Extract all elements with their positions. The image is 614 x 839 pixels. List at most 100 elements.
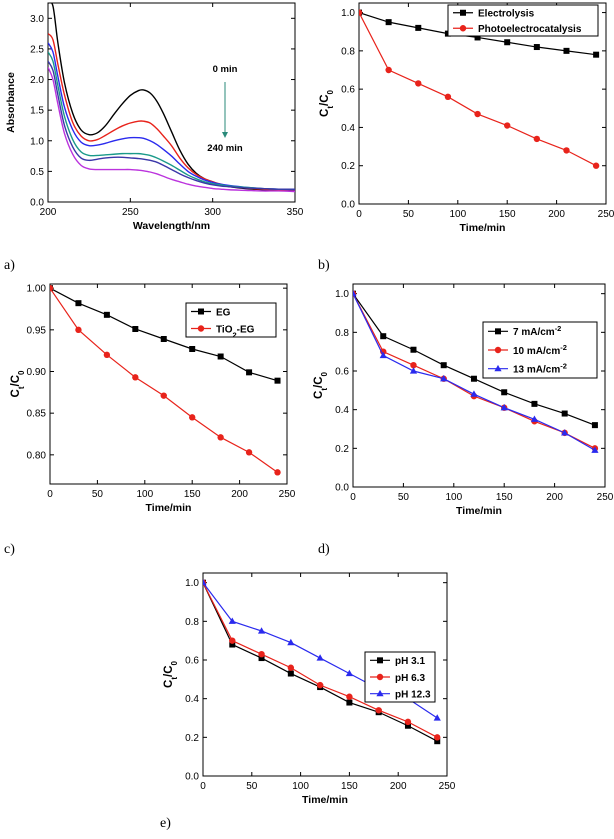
chart-panel-d: 0 50 100 150 200 250 0.0 0.2 0.4 0.6 0.8 1.0 Time/mi…	[313, 283, 614, 517]
y-tick-label: 0.0	[30, 198, 44, 209]
y-tick-label: 0.4	[335, 405, 349, 416]
legend-box	[447, 4, 599, 37]
x-tick-label: 250	[122, 207, 139, 218]
y-tick-label: 0.8	[341, 46, 355, 57]
series-line-1	[48, 3, 295, 192]
chart-panel-a: 200 250 300 350 0.0 0.5 1.0 1.5 2.0 2.5 3.0 Wavelen…	[5, 2, 304, 232]
y-tick-label: 0.90	[27, 367, 47, 378]
data-point	[189, 346, 196, 352]
legend-swatch-marker	[460, 9, 466, 16]
plot-frame	[47, 2, 296, 203]
x-tick-label: 250	[597, 492, 614, 503]
y-axis-label: Absorbance	[5, 72, 17, 133]
x-tick-label: 0	[47, 489, 53, 500]
x-tick-label: 200	[546, 492, 563, 503]
data-point	[380, 333, 387, 340]
data-point	[415, 80, 422, 87]
data-point	[474, 110, 481, 118]
data-point	[404, 722, 411, 729]
data-point	[434, 734, 441, 741]
data-point	[217, 353, 224, 360]
y-axis-label: Ct/C0	[319, 89, 335, 116]
legend-swatch-marker	[494, 364, 502, 372]
data-point	[316, 681, 324, 689]
chart-panel-b: 0 50 100 150 200 250 0.0 0.2 0.4 0.6 0.8 1.0 Time/mi…	[319, 2, 614, 234]
y-axis-label: Ct/C0	[313, 371, 329, 398]
annotation-top: 0 min	[213, 64, 238, 75]
plot-frame	[202, 572, 448, 777]
data-point	[103, 351, 111, 359]
y-tick-label: 0.2	[335, 444, 349, 455]
y-tick-label: 0.8	[185, 617, 199, 628]
legend-swatch-marker	[494, 346, 502, 354]
panel-label-b: b)	[318, 258, 330, 273]
data-point	[257, 627, 266, 634]
data-point	[434, 738, 441, 745]
series-group	[359, 9, 600, 169]
data-point	[474, 34, 481, 41]
x-axis-label: Time/min	[460, 222, 506, 234]
y-tick-label: 2.0	[30, 75, 44, 86]
x-tick-label: 50	[246, 781, 258, 792]
legend-label: pH 6.3	[395, 673, 425, 684]
legend-label: 7 mA/cm-2	[513, 324, 561, 339]
data-point	[287, 638, 295, 646]
annotation-arrowhead	[222, 132, 228, 138]
y-tick-label: 0.6	[185, 656, 199, 667]
y-tick-label: 0.4	[341, 123, 355, 134]
legend-label: TiO2-EG	[216, 324, 255, 339]
data-point	[530, 415, 539, 422]
data-point	[359, 9, 363, 16]
x-tick-label: 200	[548, 209, 565, 220]
legend-swatch-marker	[377, 657, 383, 664]
panel-label-c: c)	[4, 542, 15, 557]
panel-label-d: d)	[318, 542, 330, 557]
data-point	[533, 135, 541, 143]
data-point	[217, 434, 224, 441]
data-point	[501, 389, 508, 396]
y-tick-label: 0.2	[185, 733, 199, 744]
data-point	[229, 641, 236, 648]
x-tick-label: 250	[439, 781, 456, 792]
series-group	[353, 289, 599, 453]
data-point	[316, 654, 324, 661]
data-point	[404, 718, 412, 726]
x-tick-label: 50	[403, 209, 415, 220]
data-point	[504, 39, 511, 46]
annotation-bottom: 240 min	[207, 143, 243, 154]
data-point	[561, 410, 568, 417]
x-tick-label: 200	[40, 207, 57, 218]
x-axis-label: Wavelength/nm	[133, 220, 210, 232]
legend-swatch-marker	[198, 308, 204, 315]
legend-swatch-marker	[459, 25, 467, 32]
y-tick-label: 0.4	[185, 694, 199, 705]
data-point	[591, 446, 599, 453]
data-point	[353, 289, 357, 297]
y-tick-label: 0.0	[185, 772, 199, 783]
x-tick-label: 150	[496, 492, 513, 503]
data-point	[375, 707, 382, 714]
chart-panel-c: 0 50 100 150 200 250 0.80 0.85 0.90 0.95 1.00 Time/…	[10, 283, 296, 514]
data-point	[160, 336, 167, 342]
data-point	[470, 390, 478, 397]
y-tick-label: 0.80	[27, 450, 47, 461]
data-point	[563, 147, 570, 154]
data-point	[440, 374, 448, 382]
legend-label: 10 mA/cm-2	[513, 342, 567, 357]
legend-swatch-marker	[376, 689, 384, 697]
y-tick-label: 0.6	[341, 85, 355, 96]
legend-label: pH 12.3	[395, 689, 431, 700]
data-point	[203, 578, 207, 586]
legend-swatch-marker	[376, 673, 384, 681]
legend-swatch-marker	[197, 325, 205, 332]
panel-label-e: e)	[160, 816, 171, 831]
data-point	[75, 300, 82, 307]
legend-swatch-marker	[495, 328, 501, 335]
plot-frame	[358, 2, 607, 205]
data-point	[379, 351, 387, 359]
data-point	[591, 422, 598, 429]
x-tick-label: 100	[445, 492, 462, 503]
y-tick-label: 0.0	[335, 483, 349, 494]
